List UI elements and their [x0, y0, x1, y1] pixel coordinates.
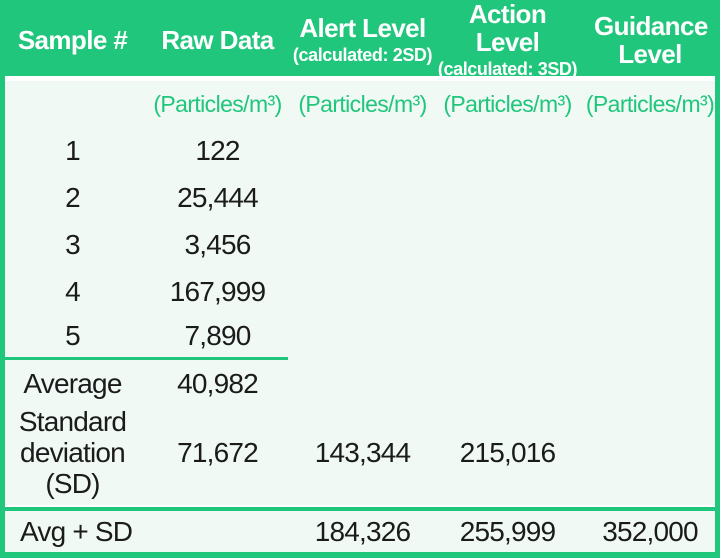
raw-value: 167,999	[169, 275, 266, 307]
header-alert-level: Alert Level (calculated: 2SD)	[290, 0, 435, 80]
table-row: 1 122	[0, 127, 720, 174]
units-row: (Particles/m³) (Particles/m³) (Particles…	[0, 81, 720, 127]
average-label: Average	[23, 367, 122, 399]
header-label: Alert Level	[299, 13, 426, 44]
header-action-level: Action Level (calculated: 3SD)	[435, 0, 580, 80]
units-raw-data: (Particles/m³)	[153, 90, 282, 117]
avg-plus-sd-label: Avg + SD	[20, 515, 133, 547]
units-action: (Particles/m³)	[443, 90, 572, 117]
table-border-left	[0, 76, 5, 558]
table-row: 4 167,999	[0, 268, 720, 315]
sd-action-value: 215,016	[459, 437, 556, 469]
sd-label: Standard deviation (SD)	[18, 406, 127, 499]
avg-plus-sd-guidance-value: 352,000	[602, 515, 698, 547]
raw-value: 7,890	[184, 320, 251, 351]
header-sublabel: (calculated: 3SD)	[437, 59, 578, 80]
table-row: 5 7,890	[0, 315, 720, 357]
header-sublabel: (calculated: 2SD)	[292, 45, 433, 66]
average-raw-value: 40,982	[177, 367, 259, 399]
table-border-bottom	[0, 552, 720, 558]
avg-plus-sd-alert-value: 184,326	[314, 515, 411, 547]
sample-id: 5	[65, 320, 81, 351]
avg-plus-sd-action-value: 255,999	[459, 515, 556, 547]
raw-value: 25,444	[177, 181, 259, 213]
units-guidance: (Particles/m³)	[585, 90, 715, 117]
header-guidance-level: Guidance Level	[580, 0, 720, 80]
sample-id: 2	[65, 181, 81, 213]
raw-value: 122	[195, 134, 240, 166]
average-row: Average 40,982	[0, 360, 720, 407]
header-label: Sample #	[17, 24, 128, 55]
header-label: Guidance Level	[594, 10, 708, 69]
header-label: Action Level	[468, 0, 547, 58]
sample-id: 4	[65, 275, 81, 307]
header-label: Raw Data	[161, 24, 274, 55]
avg-plus-sd-row: Avg + SD 184,326 255,999 352,000	[0, 511, 720, 552]
spacer	[0, 499, 720, 505]
sample-id: 3	[65, 228, 81, 260]
table-border-right	[715, 76, 720, 558]
header-sample-number: Sample #	[0, 0, 145, 80]
sample-id: 1	[65, 134, 81, 166]
white-divider	[0, 505, 720, 507]
table-header-row: Sample # Raw Data Alert Level (calculate…	[0, 0, 720, 79]
table-body: (Particles/m³) (Particles/m³) (Particles…	[0, 81, 720, 552]
sd-alert-value: 143,344	[314, 437, 411, 469]
units-alert: (Particles/m³)	[298, 90, 427, 117]
table-row: 2 25,444	[0, 174, 720, 221]
avg-sd-separator-line	[0, 507, 720, 511]
standard-deviation-row: Standard deviation (SD) 71,672 143,344 2…	[0, 406, 720, 499]
header-raw-data: Raw Data	[145, 0, 290, 80]
raw-value: 3,456	[184, 228, 251, 260]
table-row: 3 3,456	[0, 221, 720, 268]
sd-raw-value: 71,672	[177, 437, 259, 469]
raw-data-separator-line	[0, 357, 288, 360]
